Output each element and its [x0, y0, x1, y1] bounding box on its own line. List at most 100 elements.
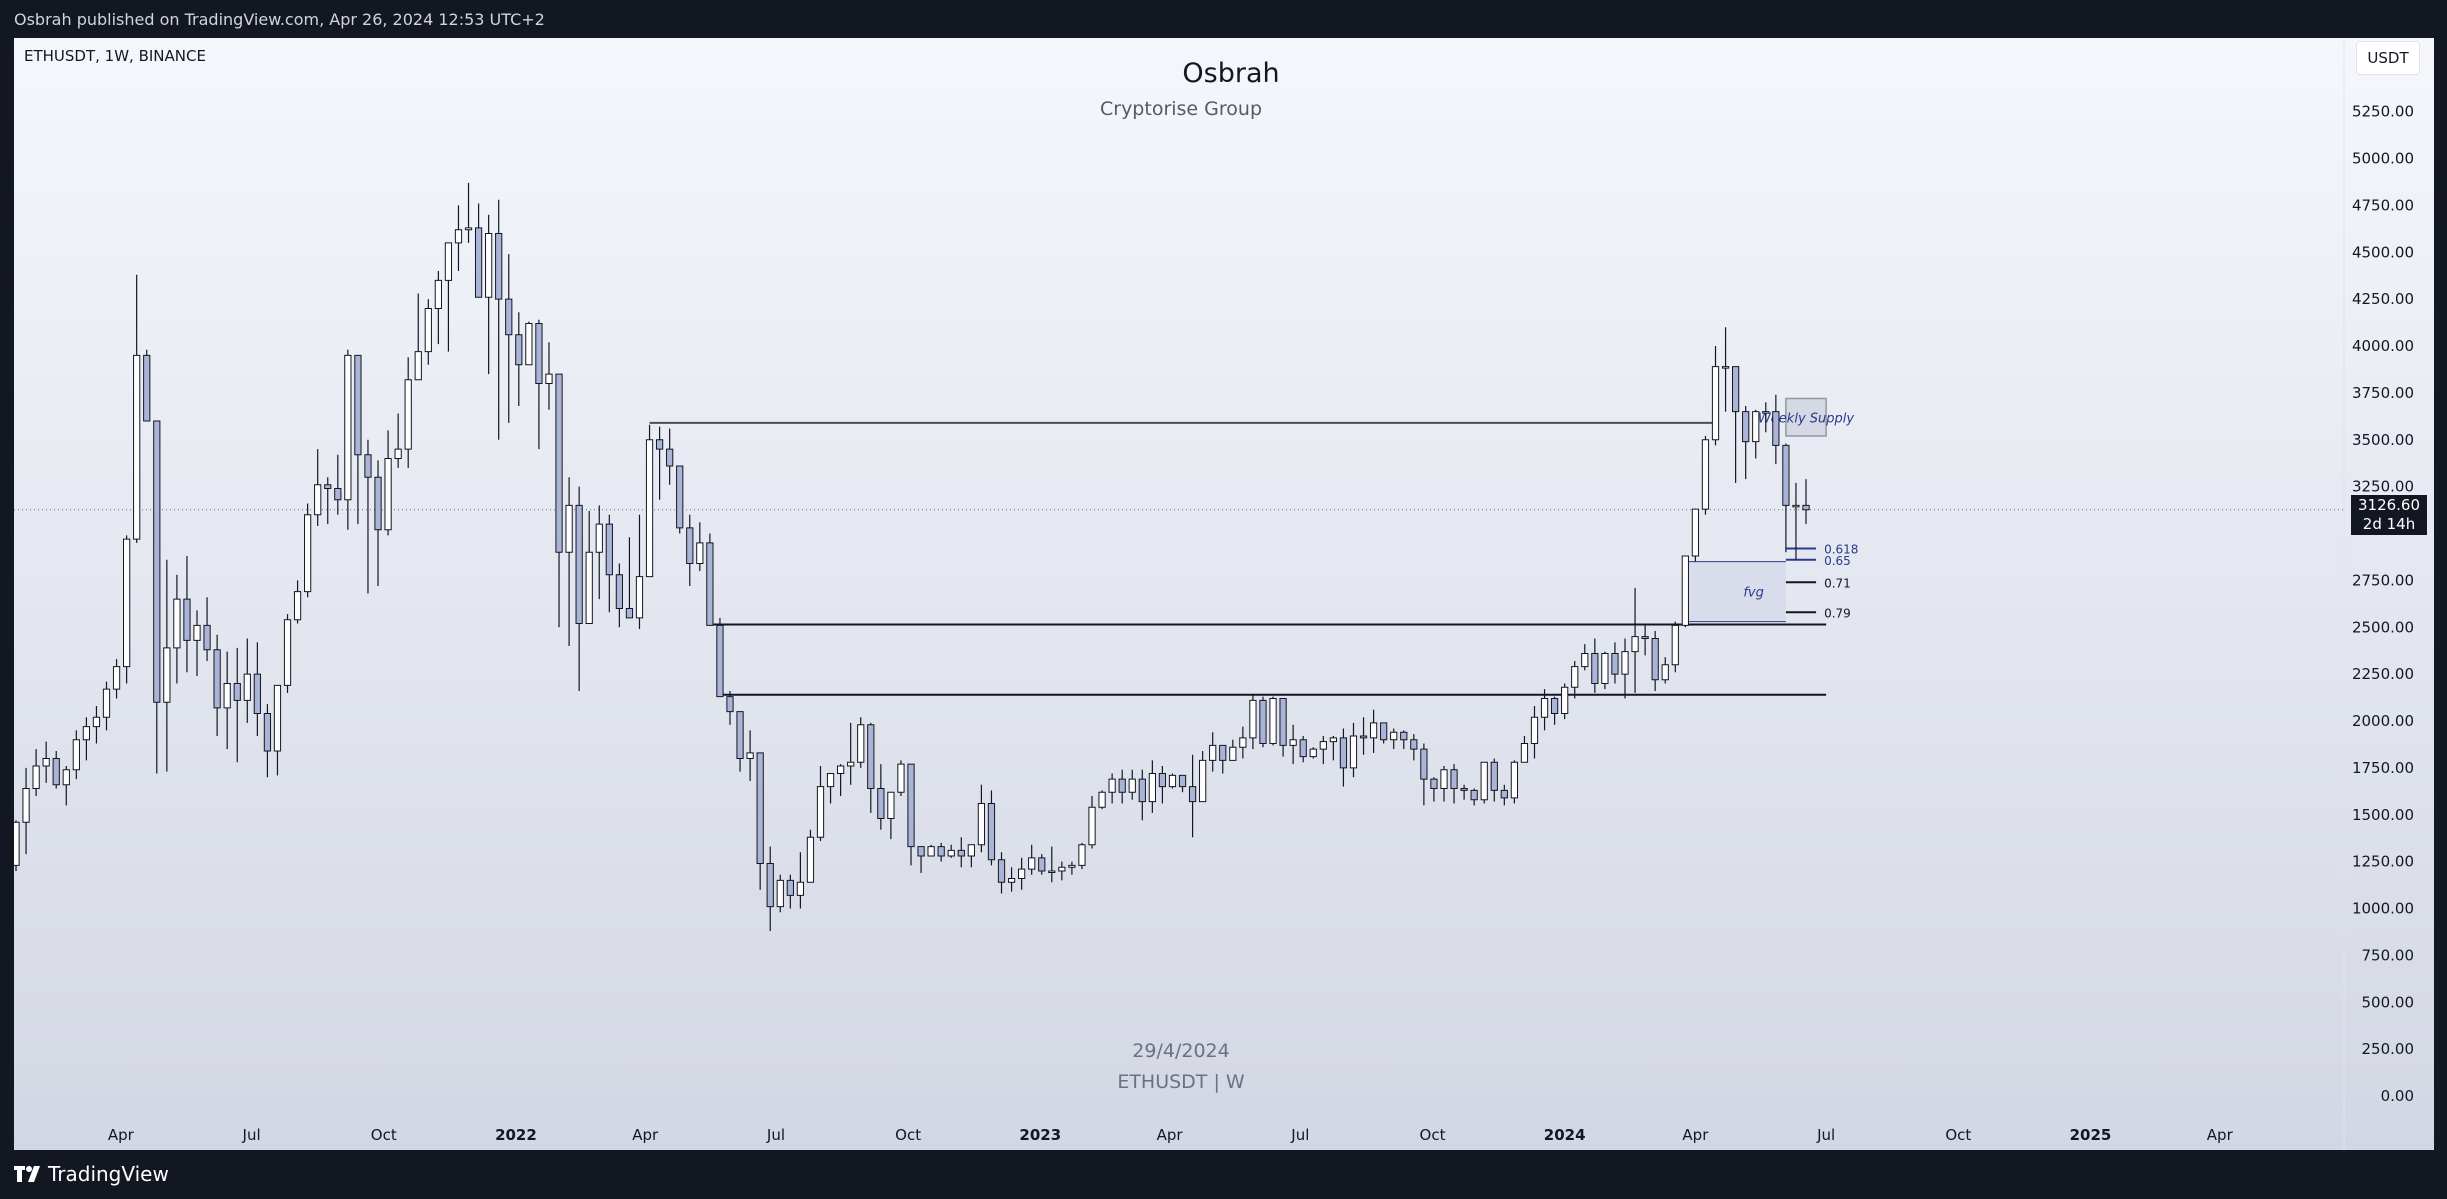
y-tick-label: 2250.00: [2352, 665, 2414, 683]
y-tick-label: 1250.00: [2352, 853, 2414, 871]
candle-body: [1520, 743, 1529, 763]
candle-body: [1561, 686, 1569, 714]
candle-body: [143, 354, 151, 422]
candle-body: [565, 504, 573, 553]
y-tick-label: 2750.00: [2352, 571, 2414, 589]
candle-body: [1018, 868, 1026, 879]
candle-body: [917, 846, 925, 857]
x-tick-label: 2023: [1019, 1126, 1061, 1144]
y-tick-label: 3750.00: [2352, 384, 2414, 402]
candle-body: [1681, 555, 1689, 626]
candle-body: [897, 763, 905, 793]
candle-body: [545, 373, 553, 384]
fib-label: 0.79: [1824, 606, 1851, 620]
candle-body: [1732, 366, 1740, 413]
candle-body: [62, 769, 70, 786]
watermark-pair: ETHUSDT | W: [1117, 1071, 1245, 1093]
candle-body: [666, 448, 674, 467]
candle-body: [414, 351, 422, 381]
candle-body: [947, 849, 955, 857]
candle-body: [535, 323, 543, 384]
candle-body: [957, 849, 965, 857]
candle-body: [1701, 439, 1710, 510]
candle-body: [1621, 651, 1629, 675]
y-tick-label: 4750.00: [2352, 196, 2414, 214]
candle-body: [907, 763, 915, 848]
candle-body: [334, 488, 342, 501]
candle-body: [766, 863, 774, 908]
candle-body: [836, 765, 845, 774]
candle-body: [1651, 638, 1659, 681]
candle-body: [515, 334, 523, 366]
y-tick-label: 3250.00: [2352, 478, 2414, 496]
bar-countdown: 2d 14h: [2362, 515, 2416, 533]
x-tick-label: Apr: [1682, 1126, 1709, 1144]
currency-button[interactable]: USDT: [2356, 41, 2420, 75]
candle-body: [1540, 698, 1549, 718]
watermark-title: Osbrah: [1182, 58, 1280, 89]
candle-body: [1641, 636, 1649, 639]
candle-body: [1359, 735, 1368, 739]
candle-body: [1711, 366, 1720, 441]
candle-body: [324, 484, 332, 489]
candle-body: [1369, 722, 1378, 739]
candle-body: [223, 683, 231, 709]
x-tick-label: Apr: [632, 1126, 659, 1144]
candle-body: [1440, 769, 1448, 789]
candle-body: [635, 576, 644, 619]
candle-body: [173, 598, 181, 649]
candle-body: [1550, 698, 1559, 714]
candle-body: [686, 527, 694, 564]
candle-body: [645, 439, 654, 578]
x-tick-label: 2022: [495, 1126, 537, 1144]
candle-body: [867, 724, 875, 789]
candle-body: [1460, 788, 1468, 791]
candle-body: [495, 233, 503, 300]
chart-frame[interactable]: 5250.00 5000.00 4750.00 4500.00 4250.00 4000.…: [14, 38, 2434, 1150]
candle-body: [987, 803, 996, 861]
x-tick-label: Oct: [371, 1126, 397, 1144]
candle-body: [42, 758, 50, 767]
candle-body: [203, 624, 211, 651]
candle-body: [1168, 774, 1177, 788]
y-tick-label: 500.00: [2362, 993, 2415, 1011]
candle-body: [404, 379, 412, 450]
candle-body: [1269, 698, 1277, 744]
candle-body: [112, 666, 121, 690]
candle-body: [384, 458, 392, 531]
candle-body: [1209, 744, 1217, 761]
chart-canvas[interactable]: 5250.00 5000.00 4750.00 4500.00 4250.00 4000.…: [14, 38, 2434, 1150]
candle-body: [887, 791, 895, 819]
candle-body: [1249, 699, 1257, 739]
candle-body: [605, 523, 613, 576]
candle-body: [1239, 737, 1247, 748]
candle-body: [877, 788, 885, 819]
y-tick-label: 1000.00: [2352, 900, 2414, 918]
watermark-subtitle: Cryptorise Group: [1099, 98, 1263, 120]
symbol-label[interactable]: ETHUSDT, 1W, BINANCE: [24, 47, 206, 65]
candle-body: [1470, 789, 1478, 801]
candle-body: [1349, 735, 1358, 769]
candle-body: [726, 696, 734, 713]
candle-body: [52, 758, 60, 786]
last-price-tag: 3126.60 2d 14h: [2351, 495, 2427, 535]
y-tick-label: 5250.00: [2352, 103, 2414, 121]
candle-body: [464, 227, 473, 231]
candle-body: [615, 574, 623, 609]
tradingview-logo[interactable]: TradingView: [14, 1162, 169, 1186]
x-tick-label: Jul: [1816, 1126, 1835, 1144]
candle-body: [796, 881, 805, 896]
candle-body: [22, 788, 30, 823]
candle-body: [525, 323, 533, 366]
candle-body: [1339, 737, 1348, 769]
candle-body: [374, 476, 382, 531]
x-tick-label: Jul: [766, 1126, 785, 1144]
candle-body: [454, 229, 463, 244]
publish-bar: Osbrah published on TradingView.com, Apr…: [0, 0, 2447, 38]
candle-body: [776, 879, 784, 908]
candle-body: [585, 551, 593, 624]
candle-body: [1058, 866, 1066, 872]
footer-bar: TradingView: [0, 1150, 2447, 1199]
candle-body: [253, 673, 261, 714]
candle-body: [263, 713, 272, 752]
